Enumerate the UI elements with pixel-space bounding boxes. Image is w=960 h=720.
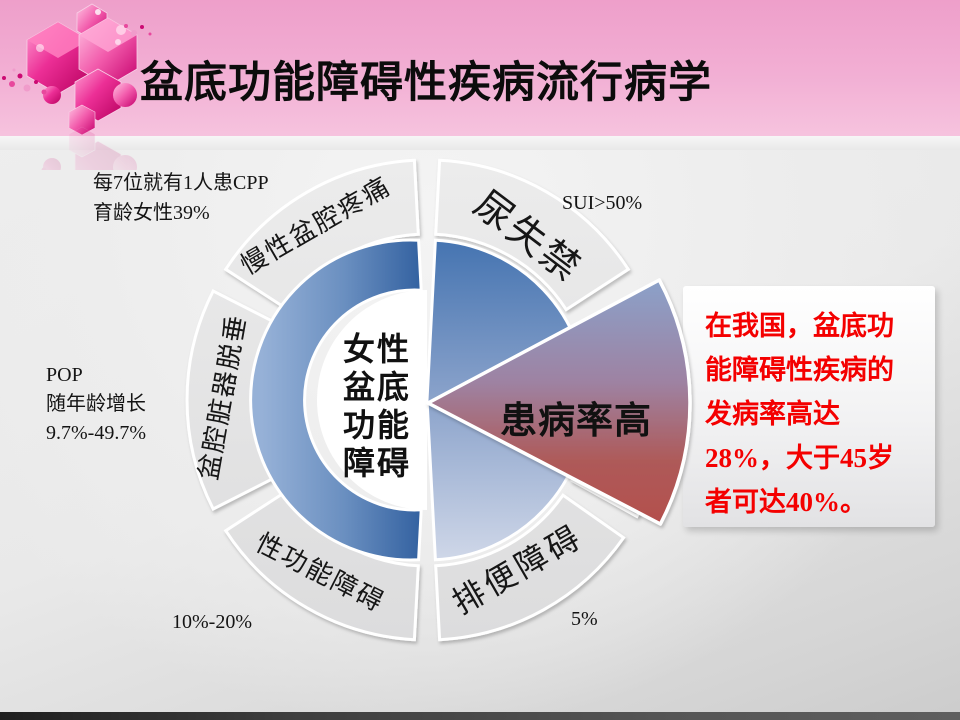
- blue-c-ring: [249, 238, 423, 562]
- header: [0, 0, 960, 136]
- callout-text: 在我国，盆底功能障碍性疾病的发病率高达28%，大于45岁者可达40%。: [705, 311, 894, 517]
- segment-note-sexual-dysfunction: 10%-20%: [172, 611, 252, 633]
- pink-gems-icon: [1, 3, 152, 170]
- arrow-wedge: [426, 278, 692, 526]
- segment-note-pelvic-organ-prolapse: POP 随年龄增长 9.7%-49.7%: [46, 364, 146, 444]
- ring-segment-defecation-disorder: [434, 493, 626, 642]
- arrow-label: 患病率高: [500, 401, 652, 442]
- callout-box: 在我国，盆底功能障碍性疾病的发病率高达28%，大于45岁者可达40%。: [683, 286, 935, 527]
- center-disc: [317, 290, 427, 510]
- ring-segment-urinary-incontinence: [434, 158, 631, 312]
- segment-note-chronic-pelvic-pain: 每7位就有1人患CPP 育龄女性39%: [93, 172, 269, 224]
- slide-title: 盆底功能障碍性疾病流行病学: [140, 60, 712, 107]
- header-divider: [0, 136, 960, 150]
- segment-note-defecation-disorder: 5%: [571, 608, 598, 630]
- segment-note-urinary-incontinence: SUI>50%: [562, 192, 643, 214]
- center-label: 女性 盆底 功能 障碍: [342, 331, 412, 481]
- bottom-bar: [0, 712, 960, 720]
